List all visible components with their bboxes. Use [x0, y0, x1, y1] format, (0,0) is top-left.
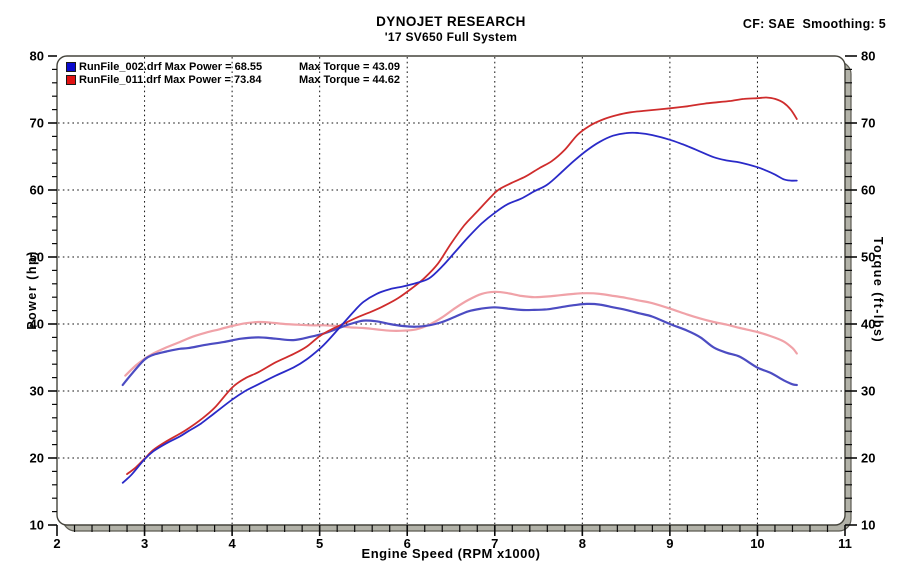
x-tick-label: 3 [141, 536, 148, 551]
legend-row-runfile011: RunFile_011.drf Max Power = 73.84 Max To… [66, 73, 400, 86]
y-tick-label-left: 70 [30, 116, 44, 131]
y-tick-label-left: 60 [30, 183, 44, 198]
y-tick-label-right: 20 [861, 451, 875, 466]
y-tick-label-right: 70 [861, 116, 875, 131]
page-subtitle: '17 SV650 Full System [384, 30, 518, 44]
y-tick-label-right: 60 [861, 183, 875, 198]
plot-frame [56, 55, 846, 526]
x-tick-label: 7 [491, 536, 498, 551]
x-tick-label: 11 [838, 536, 852, 551]
x-axis-label: Engine Speed (RPM x1000) [361, 546, 541, 561]
y-tick-label-left: 50 [30, 250, 44, 265]
y-tick-label-left: 40 [30, 317, 44, 332]
y-tick-label-right: 50 [861, 250, 875, 265]
legend-swatch-red-icon [66, 74, 76, 85]
legend-torque-runfile011: Max Torque = 44.62 [299, 73, 400, 86]
y-tick-label-left: 30 [30, 384, 44, 399]
y-axis-label-power: Power (hp) [25, 250, 39, 330]
y-tick-label-right: 10 [861, 518, 875, 533]
legend-swatch-blue-icon [66, 61, 76, 72]
legend-label-runfile002: RunFile_002.drf Max Power = 68.55 [79, 60, 263, 73]
cf-smoothing-label: CF: SAE Smoothing: 5 [742, 17, 886, 31]
x-tick-label: 6 [404, 536, 411, 551]
y-tick-label-left: 10 [30, 518, 44, 533]
x-tick-label: 9 [666, 536, 673, 551]
x-tick-label: 5 [316, 536, 323, 551]
x-tick-label: 10 [750, 536, 764, 551]
legend-row-runfile002: RunFile_002.drf Max Power = 68.55 Max To… [66, 60, 400, 73]
y-tick-label-left: 20 [30, 451, 44, 466]
x-tick-label: 2 [53, 536, 60, 551]
x-tick-label: 4 [228, 536, 236, 551]
y-tick-label-right: 80 [861, 49, 875, 64]
curve-runfile002-power [121, 131, 798, 484]
y-tick-label-right: 30 [861, 384, 875, 399]
legend-torque-runfile002: Max Torque = 43.09 [299, 60, 400, 73]
curve-runfile011-torque [124, 290, 798, 377]
curve-runfile002-torque [121, 302, 798, 387]
x-tick-label: 8 [579, 536, 586, 551]
y-tick-label-right: 40 [861, 317, 875, 332]
legend: RunFile_002.drf Max Power = 68.55 Max To… [66, 60, 400, 86]
curve-runfile011-power [126, 96, 798, 475]
y-axis-label-torque: Torque (ft-lbs) [871, 236, 885, 344]
page-title: DYNOJET RESEARCH [376, 14, 526, 29]
legend-label-runfile011: RunFile_011.drf Max Power = 73.84 [79, 73, 262, 86]
y-tick-label-left: 80 [30, 49, 44, 64]
